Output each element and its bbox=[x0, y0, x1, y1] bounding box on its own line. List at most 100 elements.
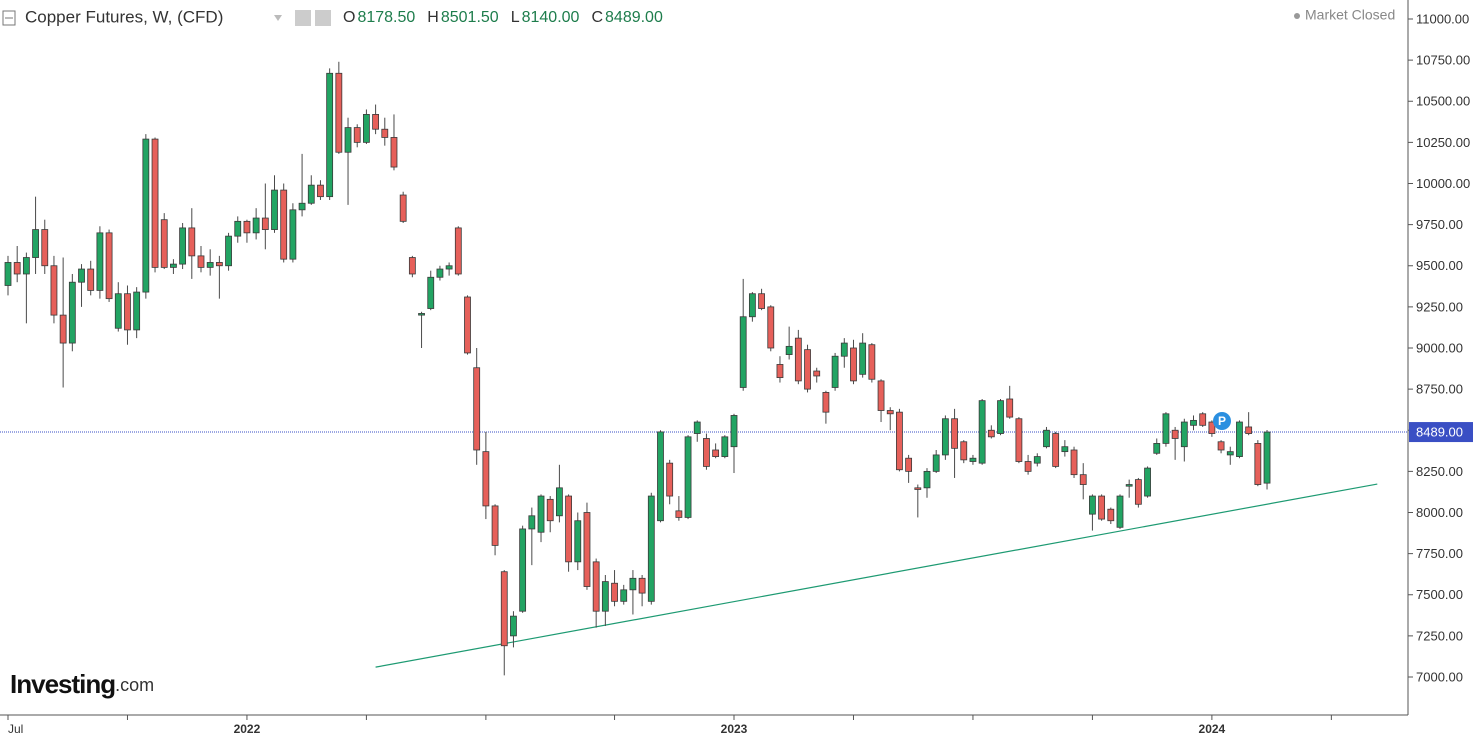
candle-body bbox=[703, 438, 710, 467]
candle-body bbox=[565, 495, 572, 563]
candle-body bbox=[372, 114, 380, 130]
candle-body bbox=[170, 263, 177, 268]
logo-suffix: .com bbox=[115, 675, 154, 695]
candle-body bbox=[537, 495, 545, 533]
y-tick-label: 10000.00 bbox=[1416, 176, 1470, 191]
candle-body bbox=[32, 229, 39, 258]
candle-body bbox=[978, 400, 986, 464]
ohlc-value: 8501.50 bbox=[441, 9, 499, 26]
candle-body bbox=[758, 293, 765, 309]
candle-body bbox=[767, 306, 775, 349]
candle-body bbox=[317, 184, 324, 198]
candle-body bbox=[124, 293, 131, 331]
candle-body bbox=[647, 495, 655, 602]
y-tick-label: 8000.00 bbox=[1416, 505, 1463, 520]
candle-body bbox=[1024, 461, 1032, 472]
y-tick-label: 10250.00 bbox=[1416, 135, 1470, 150]
ohlc-label: O bbox=[343, 9, 355, 26]
candle-body bbox=[1089, 495, 1096, 515]
y-tick-label: 10500.00 bbox=[1416, 94, 1470, 109]
candle-body bbox=[280, 189, 288, 260]
candle-body bbox=[353, 127, 361, 143]
x-tick-label: 2022 bbox=[234, 722, 261, 736]
y-tick-label: 9250.00 bbox=[1416, 299, 1463, 314]
y-tick-label: 9000.00 bbox=[1416, 340, 1463, 355]
plot: 7000.00 7250.00 7500.00 7750.00 8000.00 8250.… bbox=[0, 11, 1473, 736]
candle-body bbox=[528, 515, 536, 530]
candle-body bbox=[794, 337, 802, 382]
candle-body bbox=[1043, 429, 1050, 448]
candle-body bbox=[390, 137, 398, 168]
y-tick-label: 7250.00 bbox=[1416, 628, 1463, 643]
x-tick-label: 2024 bbox=[1199, 722, 1226, 736]
candle-body bbox=[399, 194, 407, 222]
x-tick-label: 2023 bbox=[721, 722, 748, 736]
candle-body bbox=[574, 520, 582, 563]
candle-body bbox=[243, 220, 251, 234]
y-tick-label: 8250.00 bbox=[1416, 464, 1463, 479]
y-tick-label: 9500.00 bbox=[1416, 258, 1463, 273]
y-tick-label: 7750.00 bbox=[1416, 546, 1463, 561]
ohlc-label: C bbox=[591, 9, 603, 26]
candle-body bbox=[923, 470, 931, 489]
candle-body bbox=[464, 296, 471, 354]
candle-body bbox=[1180, 421, 1188, 448]
y-tick-label: 8750.00 bbox=[1416, 382, 1463, 397]
y-tick-label: 10750.00 bbox=[1416, 53, 1470, 68]
candle-body bbox=[822, 392, 830, 413]
candle-body bbox=[620, 589, 628, 602]
candle-body bbox=[987, 429, 995, 438]
candle-body bbox=[1217, 441, 1225, 451]
ohlc-label: H bbox=[427, 9, 439, 26]
eye-icon[interactable] bbox=[295, 10, 311, 26]
dropdown-arrow[interactable] bbox=[274, 15, 282, 21]
candle-body bbox=[914, 487, 922, 490]
candle-body bbox=[748, 293, 756, 318]
candle-body bbox=[133, 291, 141, 331]
candle-body bbox=[454, 227, 462, 275]
candle-body bbox=[1254, 443, 1262, 485]
candle-body bbox=[1199, 413, 1207, 426]
candle-body bbox=[969, 457, 977, 462]
candle-body bbox=[160, 219, 168, 268]
candle-body bbox=[951, 418, 958, 449]
logo: Investing.com bbox=[10, 669, 154, 699]
logo-main: Investing bbox=[10, 669, 115, 699]
ohlc-value: 8178.50 bbox=[357, 9, 415, 26]
y-tick-label: 9750.00 bbox=[1416, 217, 1463, 232]
collapse-icon[interactable] bbox=[2, 10, 16, 26]
candle-body bbox=[868, 344, 876, 380]
candle-body bbox=[1015, 418, 1023, 462]
candle-body bbox=[445, 265, 453, 270]
candle-body bbox=[1107, 508, 1115, 522]
settings-icon[interactable] bbox=[315, 10, 331, 26]
candle-body bbox=[215, 262, 223, 267]
candle-body bbox=[556, 487, 563, 517]
candle-body bbox=[307, 184, 315, 204]
candle-body bbox=[271, 189, 278, 230]
candle-body bbox=[234, 220, 242, 237]
candle-body bbox=[335, 72, 343, 153]
candle-body bbox=[1236, 421, 1243, 457]
candle-body bbox=[1006, 398, 1014, 418]
candle-body bbox=[638, 577, 646, 594]
chart-title: Copper Futures, W, (CFD) bbox=[25, 7, 223, 26]
candle-body bbox=[1061, 446, 1069, 453]
candle-body bbox=[225, 235, 232, 267]
y-tick-label: 7000.00 bbox=[1416, 669, 1463, 684]
candle-body bbox=[381, 128, 389, 138]
candle-body bbox=[491, 505, 499, 546]
candle-body bbox=[408, 257, 416, 275]
candle-body bbox=[583, 512, 591, 587]
candle-body bbox=[105, 232, 113, 300]
candle-body bbox=[179, 227, 187, 265]
candle-body bbox=[519, 528, 527, 612]
candle-body bbox=[261, 217, 269, 230]
candle-body bbox=[1162, 413, 1170, 444]
candle-body bbox=[41, 229, 49, 267]
candle-body bbox=[932, 454, 940, 472]
candle-body bbox=[666, 462, 674, 497]
candle-body bbox=[657, 431, 664, 522]
candle-body bbox=[363, 114, 370, 143]
